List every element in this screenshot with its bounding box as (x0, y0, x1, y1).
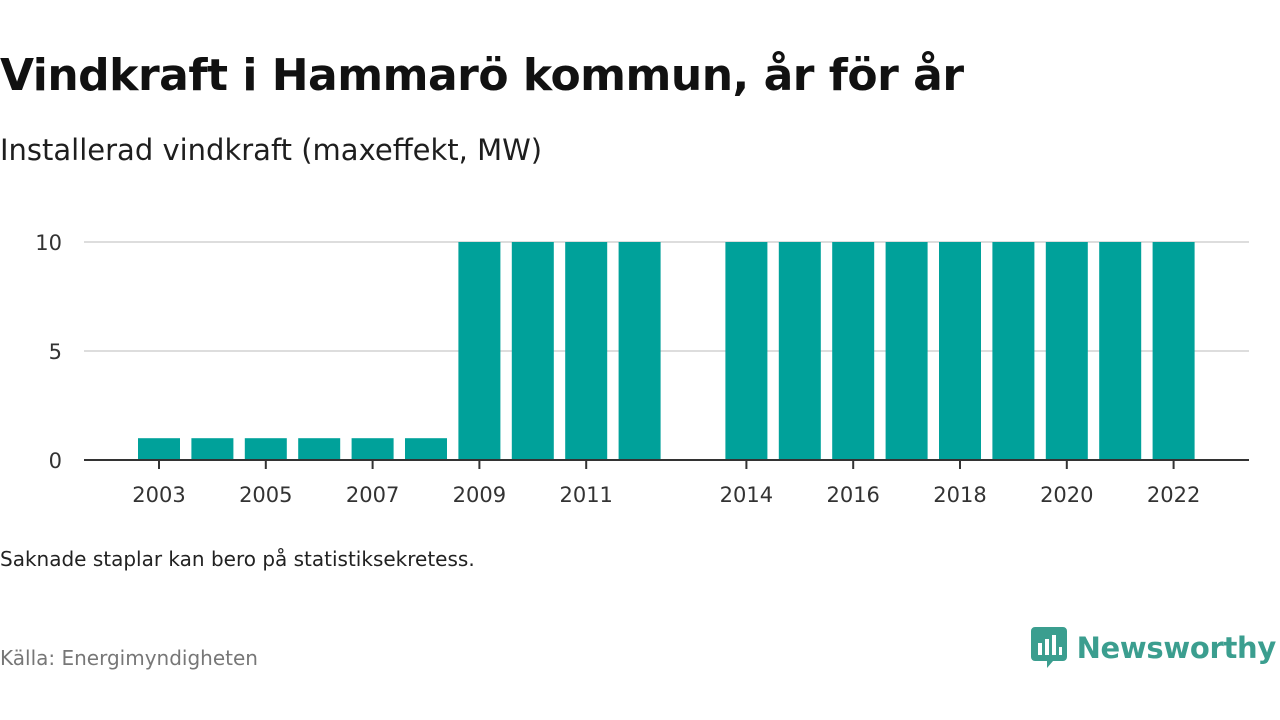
bar-2011 (565, 242, 608, 460)
bar-2018 (939, 242, 981, 460)
y-tick-label: 10 (35, 231, 62, 255)
footnote: Saknade staplar kan bero på statistiksek… (0, 547, 475, 571)
bar-2020 (1045, 242, 1088, 460)
x-tick-label: 2003 (132, 483, 185, 507)
x-tick-label: 2005 (239, 483, 292, 507)
x-tick-label: 2022 (1147, 483, 1200, 507)
bar-chart: 0 5 10 2003 2005 2007 2009 2011 2014 2016 2018 2020… (35, 231, 1249, 507)
x-tick-label: 2018 (933, 483, 986, 507)
bar-2017 (885, 242, 928, 460)
x-tick-label: 2009 (453, 483, 506, 507)
bar-2009 (458, 242, 501, 460)
bar-2016 (832, 242, 875, 460)
newsworthy-logo-icon (1030, 627, 1067, 668)
bar-2012 (618, 242, 661, 460)
bar-2003 (138, 438, 180, 460)
chart-subtitle: Installerad vindkraft (maxeffekt, MW) (0, 133, 543, 167)
bar-2004 (191, 438, 234, 460)
bar-2015 (778, 242, 821, 460)
bar-2022 (1152, 242, 1195, 460)
bar-2014 (725, 242, 768, 460)
x-tick-label: 2016 (826, 483, 879, 507)
brand-logo: Newsworthy (1030, 627, 1277, 669)
bar-2005 (244, 438, 287, 460)
source-credit: Källa: Energimyndigheten (0, 646, 258, 670)
x-tick-label: 2011 (559, 483, 612, 507)
bar-2008 (405, 438, 447, 460)
chart-title: Vindkraft i Hammarö kommun, år för år (0, 50, 964, 101)
x-tick-label: 2014 (720, 483, 773, 507)
bar-2010 (511, 242, 554, 460)
brand-name: Newsworthy (1076, 631, 1277, 665)
x-tick-label: 2020 (1040, 483, 1093, 507)
bar-2006 (298, 438, 341, 460)
bar-2021 (1099, 242, 1142, 460)
bar-2019 (992, 242, 1035, 460)
x-tick-label: 2007 (346, 483, 399, 507)
y-tick-label: 0 (49, 449, 62, 473)
y-tick-label: 5 (49, 340, 62, 364)
bar-2007 (351, 438, 394, 460)
